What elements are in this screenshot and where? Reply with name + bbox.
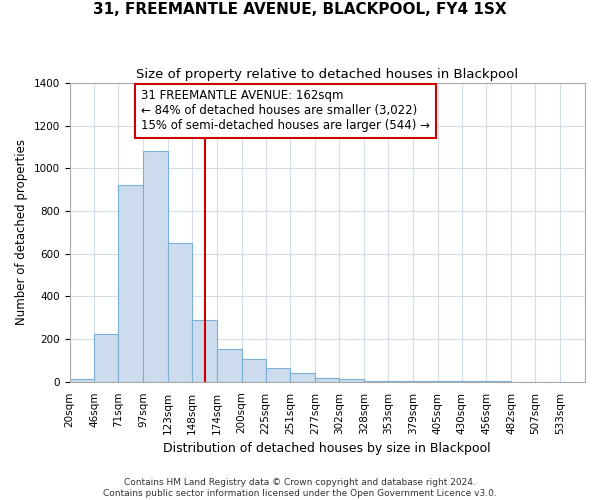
Bar (339, 378, 364, 382)
Text: 31, FREEMANTLE AVENUE, BLACKPOOL, FY4 1SX: 31, FREEMANTLE AVENUE, BLACKPOOL, FY4 1S… (93, 2, 507, 18)
Bar (118, 186, 143, 382)
Text: Contains HM Land Registry data © Crown copyright and database right 2024.
Contai: Contains HM Land Registry data © Crown c… (103, 478, 497, 498)
Bar (413, 381, 438, 382)
Bar (266, 368, 290, 382)
Bar (94, 334, 118, 382)
Bar (388, 381, 413, 382)
X-axis label: Distribution of detached houses by size in Blackpool: Distribution of detached houses by size … (163, 442, 491, 455)
Bar (192, 320, 217, 382)
Bar (438, 381, 461, 382)
Bar (364, 381, 388, 382)
Bar (217, 348, 242, 382)
Bar (316, 378, 339, 382)
Text: 31 FREEMANTLE AVENUE: 162sqm
← 84% of detached houses are smaller (3,022)
15% of: 31 FREEMANTLE AVENUE: 162sqm ← 84% of de… (141, 90, 430, 132)
Bar (242, 360, 266, 382)
Bar (290, 374, 316, 382)
Bar (168, 243, 192, 382)
Bar (143, 152, 168, 382)
Title: Size of property relative to detached houses in Blackpool: Size of property relative to detached ho… (136, 68, 518, 80)
Y-axis label: Number of detached properties: Number of detached properties (15, 140, 28, 326)
Bar (70, 378, 94, 382)
